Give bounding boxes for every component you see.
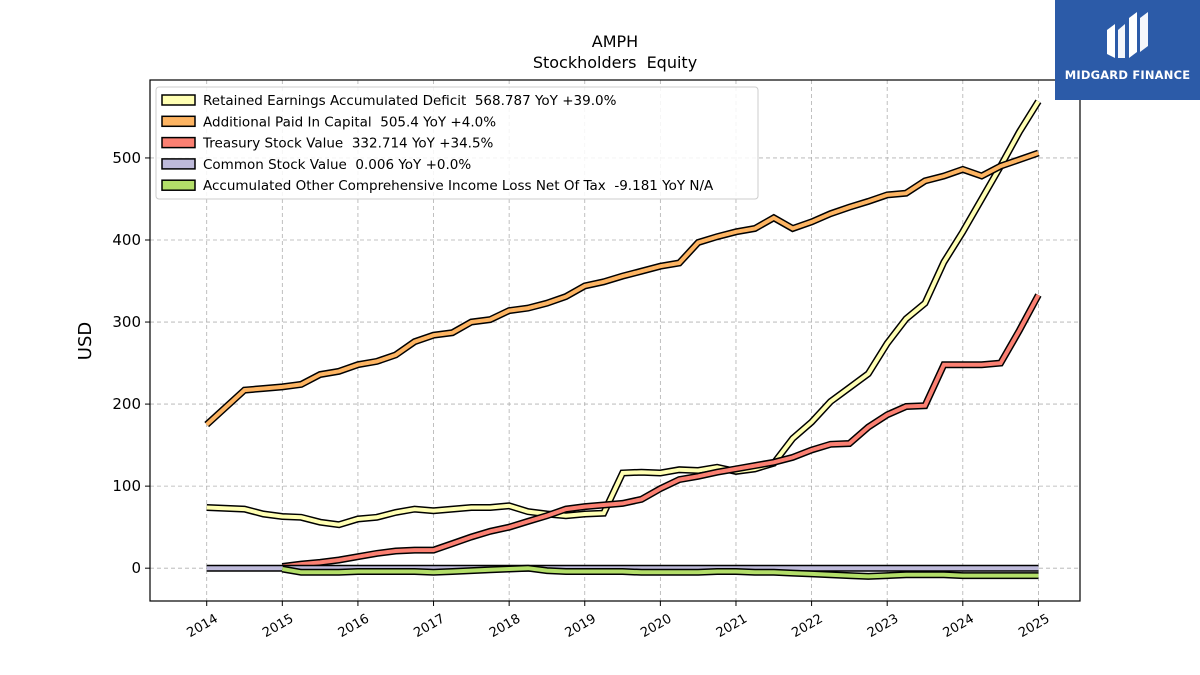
legend-label-2: Treasury Stock Value 332.714 YoY +34.5% — [202, 136, 494, 152]
logo-text: MIDGARD FINANCE — [1064, 68, 1191, 82]
legend-swatch-0 — [161, 94, 196, 106]
series-line-1 — [205, 151, 1040, 427]
series-line-0 — [206, 100, 1041, 527]
legend: Retained Earnings Accumulated Deficit 56… — [155, 86, 759, 200]
legend-swatch-3 — [161, 158, 196, 170]
y-tick-label: 200 — [112, 395, 141, 413]
y-tick-label: 0 — [131, 559, 141, 577]
y-axis-label: USD — [75, 322, 96, 360]
logo: MIDGARD FINANCE — [1055, 0, 1200, 100]
y-tick-label: 300 — [112, 313, 141, 331]
legend-swatch-1 — [161, 115, 196, 128]
y-tick-label: 100 — [112, 477, 141, 495]
y-tick-label: 400 — [112, 231, 141, 249]
legend-box — [155, 86, 759, 200]
legend-label-0: Retained Earnings Accumulated Deficit 56… — [203, 93, 617, 109]
legend-label-3: Common Stock Value 0.006 YoY +0.0% — [203, 157, 471, 173]
chart-subtitle: Stockholders Equity — [533, 53, 697, 72]
legend-label-4: Accumulated Other Comprehensive Income L… — [203, 178, 714, 194]
logo-mark-icon — [1107, 12, 1148, 58]
legend-swatch-4 — [161, 179, 196, 191]
series-line-4 — [281, 566, 1039, 579]
series-line-2 — [282, 294, 1041, 569]
legend-swatch-2 — [161, 136, 196, 149]
chart-title: AMPH — [592, 32, 638, 51]
y-tick-label: 500 — [112, 149, 141, 167]
axes-frame — [149, 79, 1081, 602]
legend-label-1: Additional Paid In Capital 505.4 YoY +4.… — [203, 114, 496, 130]
